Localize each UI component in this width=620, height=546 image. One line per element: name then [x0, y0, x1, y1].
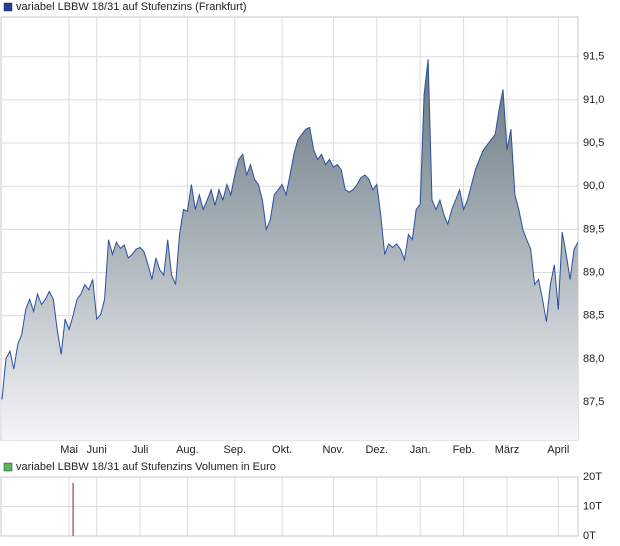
- y-tick-label: 0T: [583, 530, 596, 542]
- y-tick-label: 87,5: [583, 396, 604, 408]
- area: [2, 59, 578, 441]
- x-tick-label: Feb.: [453, 444, 475, 456]
- x-tick-label: März: [495, 444, 519, 456]
- x-tick-label: Mai: [60, 444, 78, 456]
- x-tick-label: Juni: [87, 444, 107, 456]
- plot-frame: [0, 476, 579, 537]
- y-tick-label: 90,0: [583, 180, 604, 192]
- y-tick-label: 88,5: [583, 310, 604, 322]
- y-tick-label: 91,5: [583, 51, 604, 63]
- y-tick-label: 90,5: [583, 137, 604, 149]
- x-tick-label: April: [547, 444, 569, 456]
- legend-swatch: [3, 462, 13, 472]
- legend-swatch: [3, 2, 13, 12]
- y-tick-label: 20T: [583, 471, 602, 483]
- x-tick-label: Nov.: [322, 444, 344, 456]
- x-tick-label: Dez.: [365, 444, 388, 456]
- legend-label: variabel LBBW 18/31 auf Stufenzins Volum…: [16, 461, 276, 473]
- x-tick-label: Okt.: [272, 444, 292, 456]
- y-tick-label: 89,0: [583, 266, 604, 278]
- y-tick-label: 89,5: [583, 223, 604, 235]
- y-tick-label: 91,0: [583, 94, 604, 106]
- y-tick-label: 10T: [583, 500, 602, 512]
- legend-label: variabel LBBW 18/31 auf Stufenzins (Fran…: [16, 1, 247, 13]
- x-tick-label: Jan.: [410, 444, 431, 456]
- x-tick-label: Juli: [132, 444, 149, 456]
- x-tick-label: Sep.: [223, 444, 246, 456]
- y-tick-label: 88,0: [583, 353, 604, 365]
- line: [1, 59, 579, 400]
- bar: [72, 482, 74, 536]
- x-tick-label: Aug.: [176, 444, 199, 456]
